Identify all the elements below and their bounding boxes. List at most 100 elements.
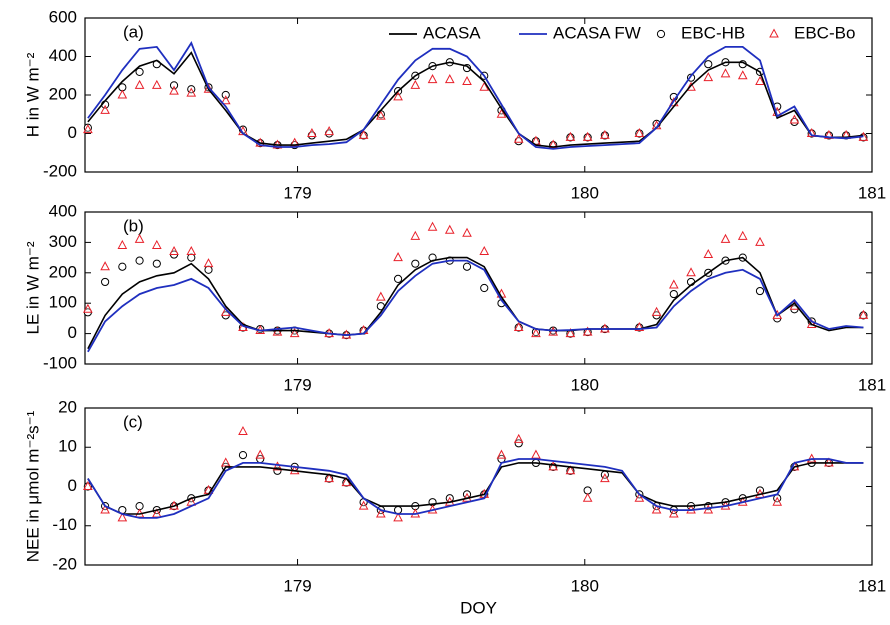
y-axis-label: NEE in μmol m⁻²s⁻¹ <box>23 410 42 562</box>
y-tick-label: 100 <box>49 293 77 312</box>
triangle-marker <box>513 433 524 443</box>
triangle-marker <box>496 449 507 459</box>
triangle-marker <box>737 70 748 80</box>
circle-marker <box>135 256 144 265</box>
legend-swatch <box>656 29 666 39</box>
triangle-marker <box>393 252 403 262</box>
triangle-marker <box>83 124 93 134</box>
y-tick-label: -20 <box>52 554 77 573</box>
triangle-marker <box>410 79 421 89</box>
triangle-marker <box>755 75 765 86</box>
triangle-marker <box>169 245 179 256</box>
circle-marker <box>135 67 144 77</box>
legend-label: ACASA <box>423 23 481 42</box>
y-tick-label: 200 <box>49 84 77 103</box>
triangle-marker <box>324 126 334 136</box>
triangle-marker <box>651 306 662 316</box>
circle-marker <box>152 259 161 268</box>
triangle-marker <box>755 236 765 246</box>
triangle-marker <box>737 230 748 240</box>
triangle-marker <box>220 457 231 467</box>
triangle-marker <box>238 425 248 436</box>
triangle-marker <box>203 258 214 268</box>
y-tick-label: 600 <box>49 7 77 26</box>
triangle-marker <box>393 91 403 101</box>
triangle-marker <box>186 87 197 97</box>
triangle-marker <box>255 449 266 459</box>
triangle-marker <box>117 239 128 249</box>
triangle-marker <box>565 131 576 141</box>
triangle-marker <box>462 75 472 86</box>
triangle-marker <box>444 224 455 234</box>
triangle-marker <box>117 512 128 522</box>
triangle-marker <box>513 321 524 332</box>
triangle-marker <box>358 500 369 510</box>
triangle-marker <box>427 74 438 84</box>
series-line <box>87 41 864 150</box>
circle-marker <box>462 262 472 271</box>
triangle-marker <box>307 127 317 137</box>
panel-frame <box>84 407 873 566</box>
triangle-marker <box>496 108 507 118</box>
x-tick-label: 181 <box>858 183 886 202</box>
triangle-marker <box>100 104 110 114</box>
triangle-marker <box>376 291 386 301</box>
series-line <box>87 458 864 519</box>
triangle-marker <box>531 328 541 338</box>
triangle-marker <box>324 473 334 483</box>
circle-marker <box>118 262 127 271</box>
x-tick-label: 179 <box>283 576 311 595</box>
triangle-marker <box>858 309 869 319</box>
triangle-marker <box>83 480 93 490</box>
circle-marker <box>514 439 523 448</box>
series-line <box>87 259 864 353</box>
triangle-marker <box>462 227 472 237</box>
x-tick-label: 181 <box>858 576 886 595</box>
circle-marker <box>221 90 230 100</box>
circle-marker <box>101 277 110 287</box>
triangle-marker <box>117 89 128 99</box>
panel-label: (b) <box>123 216 144 235</box>
circle-marker <box>755 286 765 296</box>
triangle-marker <box>703 72 714 82</box>
y-tick-label: 200 <box>49 262 77 281</box>
circle-marker <box>204 265 213 274</box>
triangle-marker <box>151 79 162 89</box>
legend-label: EBC-Bo <box>794 23 855 42</box>
triangle-marker <box>427 221 438 231</box>
panel-frame <box>84 211 873 365</box>
y-tick-label: 20 <box>58 397 77 416</box>
y-tick-label: 0 <box>68 323 77 342</box>
y-tick-label: 0 <box>68 123 77 142</box>
triangle-marker <box>393 512 403 522</box>
circle-marker <box>238 451 248 460</box>
circle-marker <box>669 289 678 299</box>
triangle-marker <box>513 133 524 143</box>
y-tick-label: 400 <box>49 201 77 220</box>
triangle-marker <box>634 492 645 502</box>
legend-label: ACASA FW <box>553 23 641 42</box>
triangle-marker <box>151 239 162 249</box>
triangle-marker <box>100 504 110 514</box>
x-axis-label: DOY <box>460 598 497 617</box>
circle-marker <box>704 60 713 69</box>
y-tick-label: -10 <box>52 515 77 534</box>
triangle-marker <box>531 449 541 459</box>
x-tick-label: 179 <box>283 183 311 202</box>
triangle-marker <box>720 68 731 78</box>
triangle-marker <box>703 504 714 514</box>
legend-swatch <box>769 28 779 38</box>
triangle-marker <box>720 233 731 243</box>
triangle-marker <box>634 127 645 137</box>
triangle-marker <box>703 248 714 259</box>
triangle-marker <box>376 110 386 120</box>
legend-label: EBC-HB <box>681 23 745 42</box>
triangle-marker <box>151 508 162 518</box>
triangle-marker <box>376 508 386 518</box>
triangle-marker <box>668 508 679 518</box>
y-tick-label: 300 <box>49 232 77 251</box>
triangle-marker <box>289 328 300 338</box>
y-tick-label: -100 <box>43 353 77 372</box>
panel-label: (c) <box>123 412 143 431</box>
